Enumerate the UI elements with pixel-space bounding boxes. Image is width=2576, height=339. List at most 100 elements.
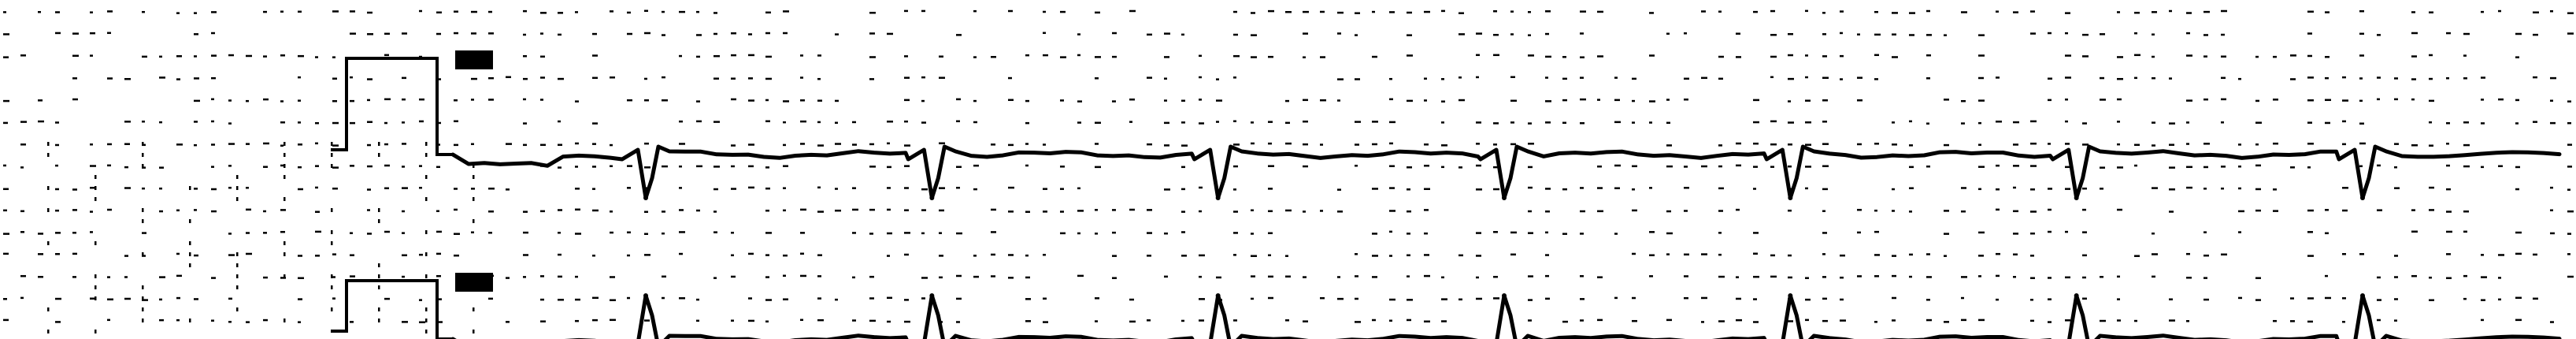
grid-dot	[2550, 186, 2553, 189]
grid-dot	[696, 165, 702, 168]
grid-dot	[2152, 55, 2155, 58]
grid-dot	[211, 166, 214, 168]
grid-dot	[679, 143, 685, 145]
grid-dot	[558, 275, 562, 278]
calibration-pulse	[331, 279, 453, 339]
grid-dot	[350, 254, 354, 256]
grid-dot	[1874, 230, 1879, 233]
grid-dot	[236, 263, 239, 267]
grid-dot	[1129, 9, 1136, 13]
grid-dot	[2169, 210, 2174, 213]
grid-dot	[2411, 144, 2418, 147]
grid-dot	[2169, 319, 2175, 322]
grid-dot	[2307, 166, 2311, 169]
beat-complex	[1788, 196, 1793, 200]
grid-dot	[904, 187, 909, 189]
grid-dot	[2359, 253, 2364, 255]
grid-dot	[2221, 55, 2226, 58]
grid-dot	[817, 54, 821, 57]
grid-dot	[2255, 188, 2261, 191]
grid-dot	[765, 232, 772, 234]
grid-dot	[1926, 165, 1930, 168]
grid-dot	[558, 143, 562, 147]
grid-dot	[95, 285, 97, 289]
grid-dot	[1095, 297, 1099, 300]
grid-dot	[2013, 121, 2019, 124]
grid-dot	[1251, 34, 1257, 36]
grid-dot	[246, 54, 252, 58]
grid-dot	[55, 188, 59, 191]
grid-dot	[765, 11, 771, 14]
grid-dot	[887, 166, 891, 169]
grid-dot	[1303, 99, 1308, 102]
grid-dot	[1355, 12, 1360, 14]
grid-dot	[425, 330, 428, 333]
grid-dot	[2481, 299, 2485, 301]
grid-dot	[2134, 54, 2140, 57]
grid-dot	[2065, 188, 2070, 190]
grid-dot	[95, 241, 97, 245]
grid-dot	[1095, 121, 1101, 125]
grid-dot	[2255, 99, 2259, 102]
grid-dot	[1025, 298, 1031, 300]
grid-dot	[1043, 297, 1047, 300]
grid-dot	[817, 99, 822, 102]
calibration-marker	[455, 273, 493, 292]
grid-dot	[2048, 230, 2052, 233]
grid-dot	[436, 274, 441, 278]
grid-dot	[107, 77, 113, 80]
grid-dot	[332, 276, 335, 278]
grid-dot	[1424, 10, 1430, 13]
grid-dot	[1285, 99, 1289, 102]
grid-dot	[1788, 254, 1792, 257]
grid-dot	[835, 143, 841, 145]
grid-dot	[488, 210, 494, 213]
grid-dot	[1441, 320, 1447, 322]
grid-dot	[1458, 33, 1465, 35]
grid-dot	[315, 56, 318, 58]
grid-dot	[2307, 121, 2312, 124]
grid-dot	[2307, 32, 2312, 35]
grid-dot	[2446, 164, 2450, 167]
grid-dot	[713, 231, 717, 233]
grid-dot	[1597, 319, 1603, 322]
grid-dot	[38, 253, 43, 255]
grid-dot	[800, 120, 806, 123]
grid-dot	[1996, 120, 2002, 123]
grid-dot	[540, 320, 546, 322]
grid-dot	[644, 166, 650, 169]
grid-dot	[2065, 76, 2071, 79]
grid-dot	[2100, 319, 2106, 322]
grid-dot	[1355, 34, 1358, 36]
grid-dot	[90, 186, 95, 189]
grid-dot	[696, 55, 700, 58]
grid-dot	[1770, 76, 1774, 79]
grid-dot	[904, 120, 908, 123]
grid-dot	[332, 166, 339, 169]
grid-dot	[1649, 100, 1655, 102]
grid-dot	[1077, 33, 1080, 35]
grid-dot	[2325, 121, 2330, 125]
grid-dot	[506, 76, 511, 79]
grid-dot	[2429, 11, 2433, 13]
grid-dot	[315, 165, 319, 167]
grid-dot	[2498, 98, 2504, 101]
grid-dot	[592, 319, 598, 322]
grid-dot	[2169, 188, 2175, 191]
grid-dot	[1753, 166, 1758, 168]
grid-dot	[1181, 144, 1188, 147]
grid-dot	[454, 143, 458, 147]
grid-dot	[1337, 78, 1344, 80]
grid-dot	[2463, 165, 2470, 168]
grid-dot	[956, 297, 962, 300]
grid-dot	[592, 188, 595, 190]
grid-dot	[211, 54, 217, 57]
grid-dot	[1147, 143, 1152, 146]
grid-dot	[1562, 121, 1566, 125]
grid-dot	[95, 197, 97, 201]
grid-dot	[2100, 33, 2105, 35]
grid-dot	[425, 274, 428, 278]
grid-dot	[1545, 55, 1551, 58]
grid-dot	[1892, 12, 1898, 14]
grid-dot	[575, 319, 579, 322]
